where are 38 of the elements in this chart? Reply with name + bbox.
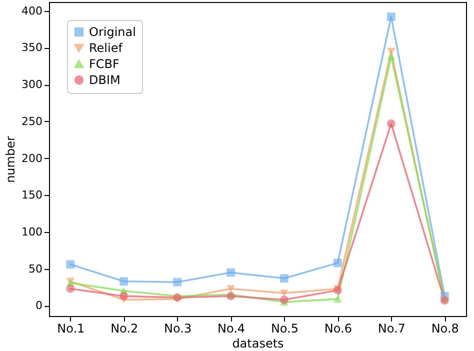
point [386, 119, 396, 128]
point [280, 296, 288, 304]
x-tick-label: No.2 [110, 322, 138, 336]
point [386, 52, 396, 60]
x-tick-label: No.3 [164, 322, 192, 336]
point [66, 260, 75, 269]
point [280, 274, 288, 283]
y-tick-label: 250 [22, 114, 42, 128]
x-tick-label: No.6 [324, 322, 352, 336]
x-tick-label: No.4 [217, 322, 246, 336]
point [66, 284, 75, 293]
x-tick-label: No.5 [270, 322, 299, 336]
y-tick-label: 0 [36, 299, 42, 312]
legend-label: FCBF [89, 57, 120, 71]
x-tick-label: No.1 [57, 322, 85, 336]
point [226, 285, 235, 292]
legend-label: Relief [89, 41, 124, 55]
x-tick-label: No.8 [431, 322, 459, 336]
point [120, 277, 128, 286]
point [334, 295, 342, 303]
point [226, 268, 235, 277]
x-axis-title: datasets [232, 336, 284, 350]
y-tick-label: 100 [22, 225, 42, 238]
point [120, 292, 128, 300]
y-tick-label: 300 [22, 78, 42, 92]
y-tick-label: 150 [22, 188, 42, 202]
y-axis-title: number [4, 136, 18, 183]
point [280, 290, 288, 297]
legend-label: Original [89, 25, 136, 39]
y-tick-label: 350 [22, 41, 42, 54]
y-tick-label: 200 [22, 152, 42, 165]
point [173, 278, 182, 286]
x-tick-label: No.7 [378, 322, 406, 336]
y-tick-label: 400 [22, 4, 42, 18]
point [386, 12, 396, 21]
legend-label: DBIM [89, 73, 120, 87]
y-tick-label: 50 [28, 262, 42, 276]
point [334, 258, 342, 268]
